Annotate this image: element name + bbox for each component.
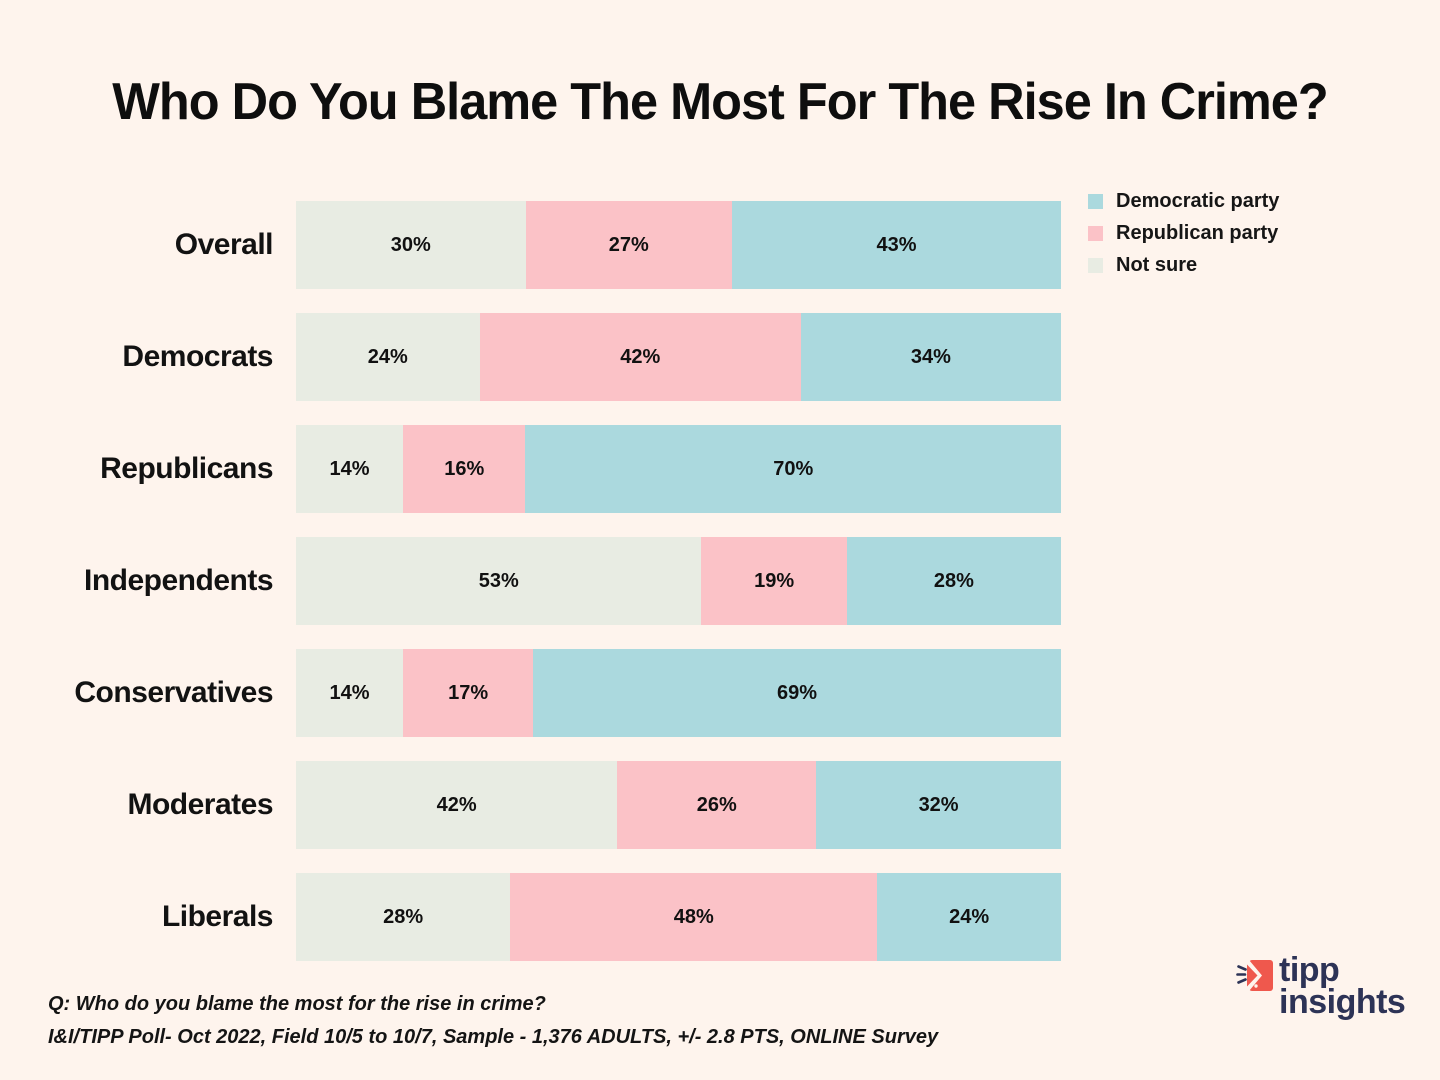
bar-track: 53% 19% 28% [296, 537, 1061, 625]
bar-segment-not-sure: 24% [296, 313, 480, 401]
logo-line-insights: insights [1279, 983, 1406, 1021]
bar-segment-democratic-party: 69% [533, 649, 1061, 737]
chart-legend: Democratic party Republican party Not sure [1088, 190, 1279, 286]
row-label: Overall [174, 228, 274, 261]
bar-track: 14% 17% 69% [296, 649, 1061, 737]
segment-value: 28% [933, 569, 974, 592]
bar-row-democrats: Democrats 24% 42% 34% [0, 313, 1061, 401]
legend-swatch-icon [1088, 194, 1103, 209]
segment-value: 14% [329, 681, 370, 704]
legend-swatch-icon [1088, 258, 1103, 273]
bar-track: 28% 48% 24% [296, 873, 1061, 961]
footer-source: I&I/TIPP Poll- Oct 2022, Field 10/5 to 1… [48, 1026, 939, 1048]
segment-value: 43% [876, 233, 917, 256]
bar-row-moderates: Moderates 42% 26% 32% [0, 761, 1061, 849]
bar-segment-democratic-party: 28% [846, 537, 1061, 625]
legend-label: Republican party [1116, 222, 1279, 244]
bar-row-overall: Overall 30% 27% 43% [0, 201, 1061, 289]
bar-segment-not-sure: 53% [296, 537, 702, 625]
segment-value: 48% [673, 905, 714, 928]
row-label: Liberals [161, 900, 274, 933]
bar-track: 42% 26% 32% [296, 761, 1061, 849]
segment-value: 24% [949, 905, 990, 928]
bar-segment-republican-party: 17% [403, 649, 534, 737]
segment-value: 42% [436, 793, 477, 816]
footer: Q: Who do you blame the most for the ris… [48, 988, 938, 1054]
legend-label: Democratic party [1116, 190, 1280, 212]
segment-value: 42% [620, 345, 661, 368]
chart-title: Who Do You Blame The Most For The Rise I… [112, 73, 1328, 131]
row-label: Republicans [100, 452, 273, 485]
legend-item: Republican party [1088, 222, 1279, 245]
bar-segment-not-sure: 42% [296, 761, 618, 849]
segment-value: 16% [444, 457, 485, 480]
legend-label: Not sure [1116, 254, 1198, 276]
bar-row-republicans: Republicans 14% 16% 70% [0, 425, 1061, 513]
bar-row-conservatives: Conservatives 14% 17% 69% [0, 649, 1061, 737]
bar-segment-democratic-party: 32% [816, 761, 1061, 849]
row-label: Independents [83, 564, 274, 597]
tipp-insights-logo-text: tipp insights [1279, 951, 1406, 1021]
segment-value: 17% [448, 681, 489, 704]
segment-value: 34% [910, 345, 951, 368]
segment-value: 26% [696, 793, 737, 816]
bar-segment-republican-party: 16% [403, 425, 526, 513]
legend-swatch-icon [1088, 226, 1103, 241]
segment-value: 69% [777, 681, 818, 704]
segment-value: 32% [918, 793, 959, 816]
bar-track: 30% 27% 43% [296, 201, 1061, 289]
bar-segment-republican-party: 26% [617, 761, 817, 849]
bar-segment-not-sure: 28% [296, 873, 511, 961]
bar-segment-not-sure: 14% [296, 425, 404, 513]
bar-segment-not-sure: 30% [296, 201, 526, 289]
tipp-insights-logo: tipp insights [1236, 951, 1406, 1021]
bar-segment-republican-party: 27% [525, 201, 733, 289]
bar-row-independents: Independents 53% 19% 28% [0, 537, 1061, 625]
bar-track: 24% 42% 34% [296, 313, 1061, 401]
bar-segment-democratic-party: 70% [525, 425, 1061, 513]
bar-segment-republican-party: 42% [479, 313, 801, 401]
logo-line-tipp: tipp [1279, 951, 1340, 989]
bar-segment-republican-party: 48% [510, 873, 878, 961]
bar-chart: Overall 30% 27% 43% Democrats 24% 42% 34% Republ… [0, 201, 1061, 985]
bar-row-liberals: Liberals 28% 48% 24% [0, 873, 1061, 961]
segment-value: 24% [367, 345, 408, 368]
bar-track: 14% 16% 70% [296, 425, 1061, 513]
tipp-insights-logo-icon [1236, 960, 1273, 991]
segment-value: 28% [383, 905, 424, 928]
bar-segment-democratic-party: 24% [877, 873, 1061, 961]
row-label: Democrats [122, 340, 273, 373]
bar-segment-not-sure: 14% [296, 649, 404, 737]
segment-value: 70% [773, 457, 814, 480]
bar-segment-republican-party: 19% [701, 537, 847, 625]
segment-value: 30% [390, 233, 431, 256]
segment-value: 19% [754, 569, 795, 592]
row-label: Conservatives [74, 676, 273, 709]
segment-value: 53% [478, 569, 519, 592]
legend-item: Not sure [1088, 254, 1279, 277]
footer-question: Q: Who do you blame the most for the ris… [48, 993, 546, 1015]
legend-item: Democratic party [1088, 190, 1279, 213]
bar-segment-democratic-party: 43% [732, 201, 1061, 289]
segment-value: 27% [608, 233, 649, 256]
row-label: Moderates [127, 788, 273, 821]
segment-value: 14% [329, 457, 370, 480]
bar-segment-democratic-party: 34% [800, 313, 1061, 401]
